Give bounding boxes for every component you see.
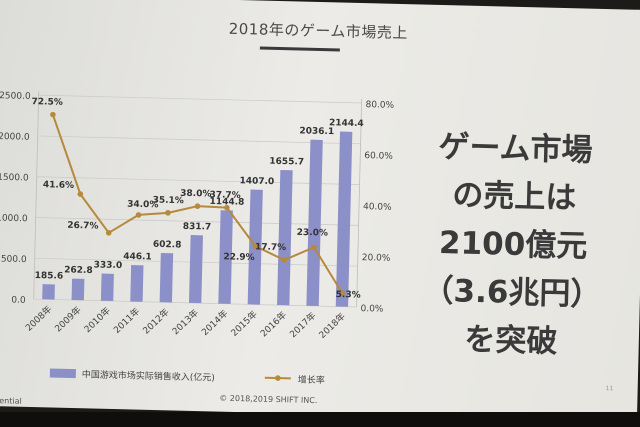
grid-line — [35, 217, 359, 226]
growth-label: 38.0% — [180, 189, 211, 200]
bar-label: 2036.1 — [299, 126, 334, 137]
y-right-tick: 60.0% — [364, 151, 393, 162]
growth-point — [105, 230, 112, 236]
bar-label: 1655.7 — [269, 157, 304, 168]
copyright: © 2018,2019 SHIFT INC. — [219, 393, 318, 406]
bar — [277, 169, 293, 306]
bar — [42, 284, 55, 300]
growth-point — [224, 204, 230, 211]
bar-label: 2144.4 — [329, 118, 364, 129]
growth-point — [135, 212, 142, 218]
y-left-tick: 2500.0 — [0, 91, 31, 102]
x-tick: 2012年 — [140, 306, 171, 337]
y-right-tick: 0.0% — [360, 304, 384, 315]
grid-line — [37, 135, 361, 145]
x-tick: 2016年 — [258, 309, 289, 340]
growth-point — [311, 244, 317, 251]
bar-label: 831.7 — [183, 222, 212, 233]
y-left-axis-line — [33, 91, 40, 300]
title-underline — [259, 46, 340, 52]
bar — [159, 252, 174, 303]
bar-label: 262.8 — [64, 265, 93, 276]
bar — [71, 278, 85, 301]
grid-line — [36, 176, 360, 185]
growth-point — [165, 210, 171, 216]
growth-point — [252, 243, 259, 249]
legend-line-marker — [275, 375, 281, 381]
growth-point — [77, 191, 84, 197]
slide-title: 2018年のゲーム市場売上 — [228, 19, 409, 43]
x-tick: 2009年 — [52, 304, 83, 335]
y-left-tick: 1500.0 — [0, 173, 29, 184]
headline-line: の売上は — [451, 177, 577, 217]
chart-legend: 中国游戏市场实际销售收入(亿元) 增长率 — [49, 368, 325, 387]
bar-label: 333.0 — [94, 260, 123, 271]
bar — [218, 210, 233, 304]
bar-label: 185.6 — [35, 271, 64, 282]
x-tick: 2017年 — [287, 309, 318, 340]
screen-bottom-shadow — [0, 412, 640, 427]
line-labels: 72.5% 41.6% 26.7% 34.0%35.1%38.0%37.7% 22.9%… — [31, 97, 361, 301]
y-right-axis-line — [356, 99, 363, 307]
market-chart: 0.0 500.0 1000.0 1500.0 2000.0 2500.0 0.0% 20.… — [0, 91, 395, 387]
line-series — [50, 111, 346, 296]
growth-label: 5.3% — [336, 290, 361, 301]
chart-grid — [33, 91, 363, 308]
headline-line: を突破 — [463, 321, 558, 360]
bar-label: 602.8 — [153, 240, 182, 251]
growth-label: 41.6% — [43, 180, 74, 191]
growth-label: 22.9% — [223, 252, 254, 263]
bar-label: 1144.8 — [209, 197, 244, 208]
growth-label: 23.0% — [297, 228, 328, 239]
footer-label: fidential — [0, 396, 22, 406]
bar-label: 446.1 — [123, 252, 152, 263]
growth-label: 72.5% — [31, 97, 62, 108]
growth-point — [339, 290, 346, 296]
y-left-tick: 2000.0 — [0, 132, 30, 143]
y-right-tick: 80.0% — [365, 100, 394, 111]
x-tick: 2013年 — [170, 307, 201, 338]
growth-point — [194, 203, 201, 209]
legend-bar-swatch — [49, 368, 76, 379]
growth-label: 37.7% — [209, 190, 240, 201]
headline-line: ゲーム市場 — [438, 128, 593, 169]
legend-line-label: 增长率 — [298, 374, 325, 387]
growth-label: 35.1% — [153, 195, 184, 206]
y-right-tick: 40.0% — [363, 202, 392, 213]
x-tick: 2011年 — [111, 305, 142, 336]
growth-label: 26.7% — [67, 221, 98, 232]
y-left-tick: 0.0 — [11, 296, 26, 306]
y-right-tick: 20.0% — [362, 253, 391, 264]
y-left-tick: 500.0 — [1, 254, 27, 265]
x-tick: 2010年 — [82, 304, 113, 335]
growth-label: 34.0% — [127, 200, 158, 211]
headline-line: （3.6兆円） — [422, 272, 602, 313]
x-tick: 2014年 — [199, 307, 230, 338]
grid-line — [38, 94, 362, 104]
bar — [306, 139, 323, 307]
growth-label: 17.7% — [255, 242, 286, 253]
bar-series — [42, 131, 353, 307]
bar — [335, 131, 353, 307]
growth-point — [50, 111, 56, 118]
x-tick: 2018年 — [316, 310, 347, 341]
bar — [100, 273, 114, 302]
x-axis: 2008年 2009年 2010年 2011年 2012年 2013年 2014年 2015年… — [23, 303, 348, 341]
y-axis-left: 0.0 500.0 1000.0 1500.0 2000.0 2500.0 — [0, 91, 31, 306]
x-tick: 2008年 — [23, 303, 54, 334]
page-number: 11 — [605, 385, 614, 393]
x-tick: 2015年 — [228, 308, 259, 339]
bar-label: 1407.0 — [239, 176, 274, 187]
y-axis-right: 0.0% 20.0% 40.0% 60.0% 80.0% — [360, 100, 394, 315]
bar — [188, 235, 203, 304]
headline: ゲーム市場 の売上は 2100億元 （3.6兆円） を突破 — [410, 122, 616, 367]
headline-line: 2100億元 — [438, 224, 588, 265]
legend-bar-label: 中国游戏市场实际销售收入(亿元) — [82, 368, 215, 383]
y-left-tick: 1000.0 — [0, 214, 28, 225]
growth-point — [281, 257, 288, 263]
bar — [130, 265, 144, 302]
